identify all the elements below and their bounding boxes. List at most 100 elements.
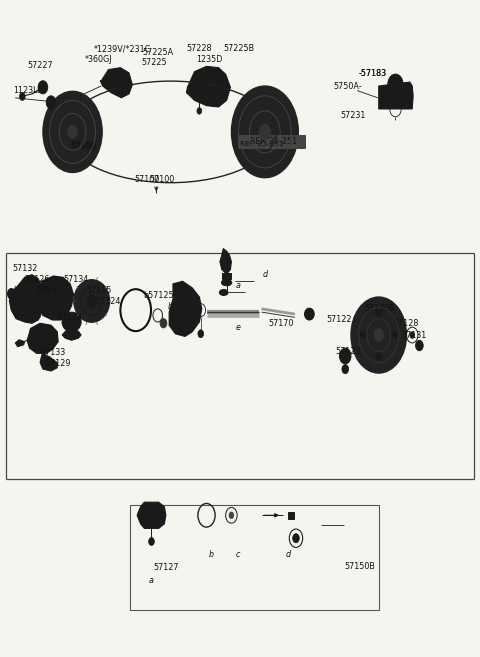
Circle shape xyxy=(43,91,102,173)
Text: -57183: -57183 xyxy=(359,69,387,78)
Text: 57133: 57133 xyxy=(40,348,66,357)
Bar xyxy=(222,273,231,279)
Polygon shape xyxy=(38,276,73,320)
Circle shape xyxy=(392,79,399,90)
Text: a: a xyxy=(149,576,154,585)
Text: 57170: 57170 xyxy=(269,319,294,328)
Circle shape xyxy=(149,537,155,545)
Polygon shape xyxy=(27,323,58,353)
Circle shape xyxy=(20,93,25,101)
Circle shape xyxy=(293,533,300,543)
Bar xyxy=(238,135,305,148)
Circle shape xyxy=(410,332,415,338)
Circle shape xyxy=(68,125,77,139)
Circle shape xyxy=(416,340,423,351)
Circle shape xyxy=(196,91,203,101)
Text: 57127: 57127 xyxy=(36,286,62,295)
Polygon shape xyxy=(220,248,231,274)
Polygon shape xyxy=(40,353,57,371)
Circle shape xyxy=(339,348,351,364)
Text: 57100: 57100 xyxy=(72,141,97,150)
Ellipse shape xyxy=(219,290,228,296)
Text: *1239V/*231C: *1239V/*231C xyxy=(94,44,151,53)
Circle shape xyxy=(229,512,234,518)
Text: 57100: 57100 xyxy=(149,175,174,185)
Text: -57183: -57183 xyxy=(359,69,387,78)
Bar xyxy=(288,512,294,518)
Text: 57228: 57228 xyxy=(186,44,212,53)
Circle shape xyxy=(197,108,202,114)
Circle shape xyxy=(374,328,384,342)
Circle shape xyxy=(123,81,130,91)
Polygon shape xyxy=(15,340,25,347)
Text: b: b xyxy=(168,302,172,311)
Text: e: e xyxy=(235,323,240,332)
Text: 1235D: 1235D xyxy=(196,55,222,64)
Text: 57130B: 57130B xyxy=(364,304,395,313)
Text: 57225A: 57225A xyxy=(142,48,173,57)
Text: 57100: 57100 xyxy=(134,175,159,185)
Text: 57134: 57134 xyxy=(63,275,88,284)
Text: 57227: 57227 xyxy=(27,60,53,70)
Text: c: c xyxy=(235,550,240,559)
Text: 57123: 57123 xyxy=(336,347,361,356)
Circle shape xyxy=(388,74,403,95)
Ellipse shape xyxy=(305,308,314,320)
Text: d: d xyxy=(263,270,268,279)
Text: 57225: 57225 xyxy=(141,58,167,67)
Text: 57131: 57131 xyxy=(402,331,427,340)
Text: 57100: 57100 xyxy=(70,143,96,152)
Polygon shape xyxy=(137,502,166,528)
Polygon shape xyxy=(100,68,132,98)
Circle shape xyxy=(38,81,48,94)
Text: d: d xyxy=(286,550,290,559)
Circle shape xyxy=(8,288,15,299)
Text: 57127: 57127 xyxy=(153,563,179,572)
Text: 57122: 57122 xyxy=(326,315,352,324)
Circle shape xyxy=(198,330,204,338)
Circle shape xyxy=(392,331,397,339)
Text: 57150B: 57150B xyxy=(344,562,375,571)
Circle shape xyxy=(342,365,348,374)
Circle shape xyxy=(306,309,313,319)
Text: 57126: 57126 xyxy=(25,275,50,284)
Text: 57129: 57129 xyxy=(45,359,71,368)
Text: 57115: 57115 xyxy=(86,286,111,295)
Ellipse shape xyxy=(62,312,81,332)
Text: b: b xyxy=(209,550,214,559)
Text: 1123LE: 1123LE xyxy=(13,86,42,95)
Text: c: c xyxy=(169,311,174,320)
Text: 5750A-: 5750A- xyxy=(333,81,362,91)
Text: REF. 25-251: REF. 25-251 xyxy=(240,141,284,147)
Circle shape xyxy=(144,510,150,520)
Text: REF. 25-251: REF. 25-251 xyxy=(250,137,297,147)
Text: 57231: 57231 xyxy=(340,111,366,120)
Ellipse shape xyxy=(221,279,232,286)
Polygon shape xyxy=(62,330,81,340)
Circle shape xyxy=(376,353,382,361)
Circle shape xyxy=(351,297,407,373)
Text: 57225B: 57225B xyxy=(224,44,255,53)
Text: 57124: 57124 xyxy=(96,296,121,306)
Circle shape xyxy=(376,309,382,317)
Text: a: a xyxy=(235,281,240,290)
Polygon shape xyxy=(186,66,230,107)
Circle shape xyxy=(103,76,111,86)
Circle shape xyxy=(231,86,299,178)
Polygon shape xyxy=(10,275,44,323)
Polygon shape xyxy=(379,82,413,109)
Bar xyxy=(130,505,379,610)
Polygon shape xyxy=(169,281,202,336)
Text: 57128: 57128 xyxy=(393,319,419,328)
Ellipse shape xyxy=(74,280,109,323)
Circle shape xyxy=(360,331,366,339)
Circle shape xyxy=(46,96,56,109)
Circle shape xyxy=(196,79,205,91)
Text: b57125: b57125 xyxy=(144,291,174,300)
Text: *360GJ: *360GJ xyxy=(84,55,112,64)
Circle shape xyxy=(87,294,96,307)
Circle shape xyxy=(213,86,221,97)
Circle shape xyxy=(259,124,271,140)
Text: 57132: 57132 xyxy=(13,264,38,273)
Text: 57134: 57134 xyxy=(57,313,83,322)
